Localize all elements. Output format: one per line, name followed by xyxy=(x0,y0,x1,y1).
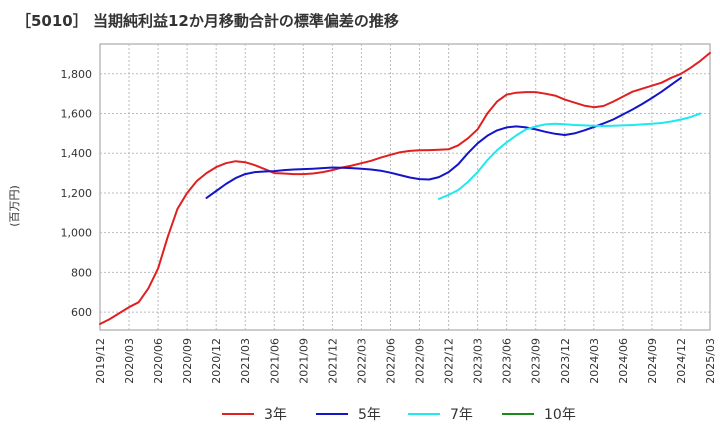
x-tick-label: 2024/09 xyxy=(646,338,659,384)
x-tick-label: 2023/03 xyxy=(472,338,485,384)
legend: 3年 5年 7年 10年 xyxy=(222,407,576,423)
x-tick-label: 2020/03 xyxy=(123,338,136,384)
series-line-7年 xyxy=(437,112,702,200)
x-tick-label: 2021/09 xyxy=(297,338,310,384)
x-tick-label: 2024/03 xyxy=(588,338,601,384)
y-tick-label: 1,200 xyxy=(61,187,93,200)
legend-label: 3年 xyxy=(264,407,287,423)
x-tick-label: 2023/12 xyxy=(559,338,572,384)
y-tick-label: 1,400 xyxy=(61,147,93,160)
x-tick-label: 2020/09 xyxy=(181,338,194,384)
y-tick-label: 600 xyxy=(71,306,92,319)
x-tick-label: 2020/06 xyxy=(152,338,165,384)
x-axis-ticks: 2019/12 2020/03 2020/06 2020/09 2020/12 2021/… xyxy=(94,338,717,384)
x-tick-label: 2022/06 xyxy=(384,338,397,384)
x-tick-label: 2022/03 xyxy=(355,338,368,384)
y-axis-ticks: 600 800 1,000 1,200 1,400 1,600 1,800 xyxy=(61,68,93,319)
chart-title: ［5010］ 当期純利益12か月移動合計の標準偏差の推移 xyxy=(16,12,399,30)
x-tick-label: 2020/12 xyxy=(210,338,223,384)
series-line-3年 xyxy=(99,51,711,325)
x-tick-label: 2024/12 xyxy=(675,338,688,384)
legend-label: 7年 xyxy=(450,407,473,423)
x-tick-label: 2024/06 xyxy=(617,338,630,384)
y-tick-label: 1,600 xyxy=(61,108,93,121)
x-tick-label: 2021/03 xyxy=(239,338,252,384)
x-tick-label: 2022/09 xyxy=(414,338,427,384)
x-tick-label: 2019/12 xyxy=(94,338,107,384)
y-tick-label: 1,000 xyxy=(61,227,93,240)
y-tick-label: 800 xyxy=(71,266,92,279)
gridlines xyxy=(100,44,710,330)
x-tick-label: 2023/06 xyxy=(501,338,514,384)
x-tick-label: 2025/03 xyxy=(704,338,717,384)
series-lines xyxy=(99,51,711,325)
x-tick-label: 2023/09 xyxy=(530,338,543,384)
y-axis-label: (百万円) xyxy=(8,185,21,227)
legend-label: 10年 xyxy=(544,407,576,423)
legend-label: 5年 xyxy=(358,407,381,423)
y-tick-label: 1,800 xyxy=(61,68,93,81)
x-tick-label: 2021/06 xyxy=(268,338,281,384)
series-line-5年 xyxy=(205,76,682,199)
x-tick-label: 2022/12 xyxy=(443,338,456,384)
plot-area xyxy=(99,43,711,331)
x-tick-label: 2021/12 xyxy=(326,338,339,384)
